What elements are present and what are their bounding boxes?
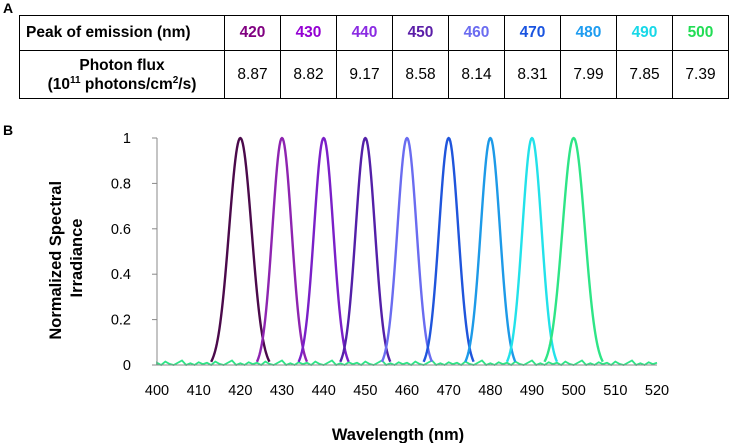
flux-cell-490: 7.85 bbox=[616, 50, 673, 99]
x-tick-label: 450 bbox=[353, 383, 377, 399]
series-line-420 bbox=[210, 136, 271, 363]
peak-cell-490: 490 bbox=[616, 15, 673, 51]
series-line-460 bbox=[380, 136, 434, 363]
x-tick-label: 490 bbox=[520, 383, 544, 399]
flux-unit-exponent: 11 bbox=[70, 74, 81, 86]
y-tick-label: 0.6 bbox=[111, 222, 131, 238]
x-tick-label: 460 bbox=[395, 383, 419, 399]
peak-cell-430: 430 bbox=[280, 15, 337, 51]
flux-cell-480: 7.99 bbox=[560, 50, 617, 99]
flux-cell-430: 8.82 bbox=[280, 50, 337, 99]
series-line-480 bbox=[464, 136, 517, 363]
flux-unit-mid: photons/cm bbox=[80, 75, 173, 93]
y-axis-title-line1: Normalized Spectral bbox=[47, 181, 65, 340]
peak-cell-470: 470 bbox=[504, 15, 561, 51]
flux-unit-suffix: /s) bbox=[178, 75, 197, 93]
baseline-noise bbox=[156, 359, 658, 367]
peak-cell-480: 480 bbox=[560, 15, 617, 51]
flux-cell-440: 9.17 bbox=[336, 50, 393, 99]
panel-label-a: A bbox=[3, 0, 14, 16]
y-tick-label: 0 bbox=[123, 358, 131, 374]
peak-cell-460: 460 bbox=[448, 15, 505, 51]
x-tick-label: 520 bbox=[645, 383, 669, 399]
series-line-430 bbox=[255, 136, 309, 363]
peak-cell-440: 440 bbox=[336, 15, 393, 51]
y-axis-title: Normalized Spectral Irradiance bbox=[47, 176, 86, 339]
x-tick-label: 400 bbox=[145, 383, 169, 399]
series-line-500 bbox=[543, 136, 604, 363]
series-line-490 bbox=[505, 136, 559, 363]
flux-row-header: Photon flux (1011 photons/cm2/s) bbox=[19, 50, 225, 99]
peak-cell-500: 500 bbox=[672, 15, 729, 51]
flux-unit-area-exponent: 2 bbox=[172, 74, 179, 86]
peak-row: Peak of emission (nm) 420 430 440 450 460 470… bbox=[19, 15, 729, 51]
flux-header-line2: (1011 photons/cm2/s) bbox=[47, 74, 197, 93]
spectral-irradiance-chart: 0 0.2 0.4 0.6 0.8 1 400 410 420 430 440 450 460 470 48… bbox=[47, 131, 669, 443]
x-tick-label: 420 bbox=[228, 383, 252, 399]
flux-row: Photon flux (1011 photons/cm2/s) 8.87 8.8… bbox=[19, 50, 729, 99]
flux-cell-460: 8.14 bbox=[448, 50, 505, 99]
flux-unit-prefix: (10 bbox=[47, 75, 71, 93]
series-line-450 bbox=[339, 136, 392, 363]
x-axis-title: Wavelength (nm) bbox=[332, 426, 464, 443]
flux-cell-450: 8.58 bbox=[392, 50, 449, 99]
y-axis-title-line2: Irradiance bbox=[68, 219, 86, 298]
y-tick-label: 0.4 bbox=[111, 267, 131, 283]
x-tick-label: 500 bbox=[562, 383, 586, 399]
flux-cell-500: 7.39 bbox=[672, 50, 729, 99]
x-tick-label: 410 bbox=[187, 383, 211, 399]
peak-cell-420: 420 bbox=[224, 15, 281, 51]
x-tick-label: 510 bbox=[603, 383, 627, 399]
y-tick-label: 0.2 bbox=[111, 313, 131, 329]
x-tick-label: 470 bbox=[437, 383, 461, 399]
x-tick-label: 480 bbox=[478, 383, 502, 399]
photon-flux-table: Peak of emission (nm) 420 430 440 450 460 470… bbox=[19, 15, 729, 99]
series-line-470 bbox=[422, 136, 475, 363]
series-line-440 bbox=[297, 136, 350, 363]
flux-header-line1: Photon flux bbox=[79, 56, 165, 74]
flux-cell-470: 8.31 bbox=[504, 50, 561, 99]
y-tick-label: 1 bbox=[123, 131, 131, 147]
y-tick-label: 0.8 bbox=[111, 176, 131, 192]
peak-cell-450: 450 bbox=[392, 15, 449, 51]
panel-label-b: B bbox=[3, 122, 14, 138]
x-tick-label: 430 bbox=[270, 383, 294, 399]
x-tick-label: 440 bbox=[312, 383, 336, 399]
flux-cell-420: 8.87 bbox=[224, 50, 281, 99]
peak-row-header: Peak of emission (nm) bbox=[19, 15, 225, 51]
